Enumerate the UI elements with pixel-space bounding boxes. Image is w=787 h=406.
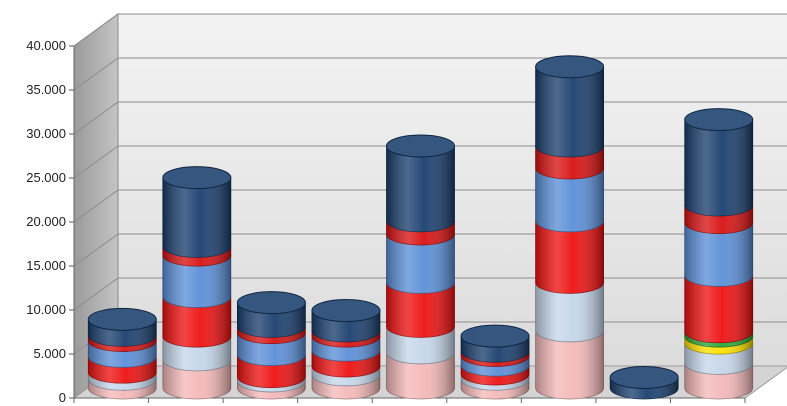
bar-segment-shading	[684, 222, 753, 287]
bar-top-cap	[684, 108, 754, 132]
bar-segment-shading	[237, 332, 306, 366]
bar-segment-shading	[88, 340, 157, 368]
bar-segment-shading	[311, 366, 380, 386]
bar-segment-shading	[461, 365, 530, 385]
bar-stack	[162, 166, 232, 400]
bar-segment-shading	[311, 336, 380, 362]
bar-top-cap	[87, 307, 157, 331]
bar-segment-shading	[237, 302, 306, 338]
bar-stack	[386, 134, 455, 400]
y-tick-label: 40.000	[26, 38, 66, 53]
bar-segment-shading	[461, 355, 530, 377]
bar-stack	[609, 365, 679, 400]
bar-stack	[87, 307, 157, 400]
bar-top-cap	[609, 365, 679, 389]
bar-segment-shading	[386, 282, 455, 338]
bar-segment-shading	[88, 319, 157, 347]
bar-segment-shading	[88, 335, 157, 352]
bar-segment-shading	[535, 168, 604, 232]
bar-top-cap	[386, 134, 455, 158]
bar-segment-shading	[386, 352, 455, 399]
y-tick-label: 35.000	[26, 82, 66, 97]
bar-segment-shading	[386, 220, 455, 245]
y-tick-label: 10.000	[26, 302, 66, 317]
bar-segment-shading	[88, 379, 157, 399]
bar-segment-shading	[162, 296, 231, 348]
bar-top-cap	[236, 291, 306, 315]
bar-segment-shading	[311, 350, 380, 377]
bar-segment-shading	[535, 146, 604, 179]
bar-stack	[311, 299, 381, 400]
bar-segment-shading	[88, 372, 157, 391]
gridline	[73, 13, 787, 47]
bar-segment-shading	[461, 373, 530, 391]
bar-segment-shading	[162, 177, 231, 258]
y-tick-label: 0	[59, 390, 66, 405]
bar-segment-shading	[461, 351, 530, 367]
bar-segment-shading	[237, 376, 306, 392]
bars	[87, 55, 754, 400]
bar-top-cap	[460, 324, 530, 348]
bar-segment-shading	[535, 66, 604, 157]
bar-segment-shading	[311, 330, 380, 348]
bar-top-cap	[162, 166, 232, 190]
bar-segment-shading	[684, 275, 753, 343]
y-tick-label: 25.000	[26, 170, 66, 185]
bar-segment-shading	[311, 374, 380, 399]
bar-segment-shading	[88, 356, 157, 384]
bar-segment-shading	[162, 255, 231, 308]
bar-segment-shading	[535, 282, 604, 342]
bar-segment-shading	[237, 380, 306, 399]
bar-stack	[535, 55, 605, 400]
bar-stack	[236, 291, 306, 400]
bar-segment-shading	[162, 336, 231, 371]
bar-segment-shading	[461, 336, 530, 363]
bar-segment-shading	[684, 363, 753, 399]
bar-segment-shading	[386, 326, 455, 364]
bar-segment-shading	[684, 119, 753, 216]
bar-top-cap	[311, 299, 381, 323]
bar-segment-shading	[684, 331, 753, 348]
bar-segment-shading	[535, 330, 604, 399]
y-axis: 0 5.000 10.000 15.000 20.000 25.000 30.000 35.0…	[26, 13, 787, 405]
bar-segment-shading	[237, 326, 306, 344]
bar-segment-shading	[461, 379, 530, 399]
bar-segment-shading	[386, 234, 455, 294]
bar-stack	[684, 108, 754, 400]
y-tick-label: 30.000	[26, 126, 66, 141]
bar-segment-shading	[684, 204, 753, 234]
bar-stack	[460, 324, 530, 400]
bar-segment-shading	[535, 220, 604, 294]
y-tick-label: 5.000	[33, 346, 66, 361]
bar-segment-shading	[684, 336, 753, 355]
y-tick-label: 15.000	[26, 258, 66, 273]
bar-segment-shading	[162, 246, 231, 267]
bar-segment-shading	[610, 377, 679, 399]
bar-segment-shading	[386, 146, 455, 232]
bar-top-cap	[535, 55, 605, 79]
bar-segment-shading	[237, 354, 306, 388]
y-tick-label: 20.000	[26, 214, 66, 229]
bar-segment-shading	[311, 310, 380, 342]
bar-segment-shading	[684, 343, 753, 375]
